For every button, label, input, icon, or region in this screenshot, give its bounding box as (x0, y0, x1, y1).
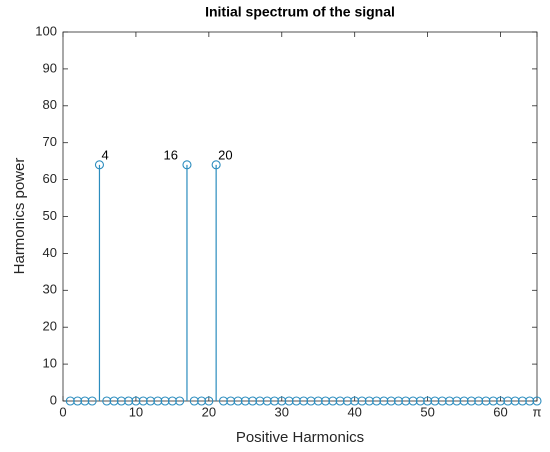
stem-marker (218, 396, 228, 406)
stem-marker (408, 396, 418, 406)
stem-marker (248, 396, 258, 406)
stem-marker (357, 396, 367, 406)
stem-marker (116, 396, 126, 406)
stem-marker (262, 396, 272, 406)
y-tick-label: 70 (43, 134, 57, 149)
stem-marker (233, 396, 243, 406)
stem-marker (291, 396, 301, 406)
stem-marker (350, 396, 360, 406)
y-tick-label: 90 (43, 60, 57, 75)
plot-frame (62, 31, 538, 402)
stem-marker (153, 396, 163, 406)
stem-marker (211, 160, 221, 170)
stem-marker (320, 396, 331, 406)
stem-marker (299, 396, 309, 406)
stem-marker (495, 396, 506, 406)
stem-marker (503, 396, 513, 406)
stem-marker (401, 396, 411, 406)
stem-marker (379, 396, 389, 406)
stem-marker (255, 396, 265, 406)
y-tick-label: 10 (43, 356, 57, 371)
x-axis-label: Positive Harmonics (236, 429, 364, 446)
x-tick-label: 60 (493, 404, 507, 419)
annotation: 4 (101, 147, 108, 162)
stem-marker (189, 396, 199, 406)
stem-marker (145, 396, 156, 406)
x-tick-label: 30 (275, 404, 289, 419)
stem-marker (269, 396, 280, 406)
stem-marker (94, 160, 105, 170)
y-tick-label: 50 (43, 208, 57, 223)
y-tick-label: 40 (43, 245, 57, 260)
stem-marker (459, 396, 469, 406)
stem-marker (124, 396, 134, 406)
stem-marker (102, 396, 112, 406)
stem-marker (240, 396, 250, 406)
stem-marker (138, 396, 148, 406)
stem-marker (452, 396, 462, 406)
x-tick-label: 0 (59, 404, 66, 419)
stem-marker (335, 396, 345, 406)
stem-marker (510, 396, 520, 406)
y-tick-label: 20 (43, 319, 57, 334)
stem-marker (393, 396, 403, 406)
y-tick-label: 60 (43, 171, 57, 186)
stem-marker (80, 396, 90, 406)
stem-marker (284, 396, 294, 406)
stem-marker (342, 396, 352, 406)
stem-marker (197, 396, 207, 406)
y-tick-label: 30 (43, 282, 57, 297)
chart-title: Initial spectrum of the signal (205, 4, 395, 20)
y-tick-label: 80 (43, 97, 57, 112)
stem-marker (488, 396, 498, 406)
stem-marker (175, 396, 185, 406)
stem-marker (328, 396, 338, 406)
stem-marker (364, 396, 374, 406)
y-tick-label: 100 (35, 23, 57, 38)
stem-marker (415, 396, 425, 406)
stem-marker (517, 396, 527, 406)
stem-marker (474, 396, 484, 406)
stem-marker (160, 396, 170, 406)
stem-marker (444, 396, 455, 406)
stem-marker (466, 396, 476, 406)
stem-marker (182, 160, 192, 170)
stem-marker (430, 396, 440, 406)
stem-marker (313, 396, 323, 406)
stem-marker (532, 396, 542, 406)
stem-marker (437, 396, 447, 406)
stem-marker (73, 396, 83, 406)
stem-marker (423, 396, 433, 406)
annotation: 20 (218, 147, 232, 162)
stem-marker (481, 396, 491, 406)
stem-marker (226, 396, 236, 406)
y-tick-label: 0 (50, 392, 57, 407)
annotation: 16 (164, 147, 178, 162)
stem-marker (386, 396, 396, 406)
stem-marker (167, 396, 177, 406)
stem-marker (525, 396, 535, 406)
x-tick-label: 50 (420, 404, 434, 419)
stem-marker (131, 396, 141, 406)
stem-marker (204, 396, 214, 406)
x-tick-label: π (533, 404, 542, 419)
stem-marker (372, 396, 382, 406)
stem-marker (65, 396, 75, 406)
stem-marker (277, 396, 287, 406)
x-tick-label: 40 (347, 404, 361, 419)
y-axis-label: Harmonics power (11, 158, 28, 275)
stem-marker (109, 396, 119, 406)
x-tick-label: 20 (202, 404, 216, 419)
stem-marker (87, 396, 97, 406)
stem-marker (306, 396, 316, 406)
x-tick-label: 10 (129, 404, 143, 419)
